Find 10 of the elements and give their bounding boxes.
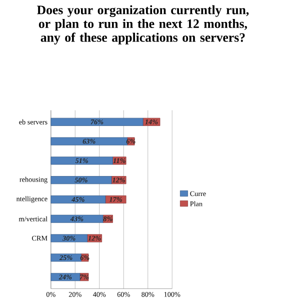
- bar: [50, 254, 82, 262]
- bar: [50, 118, 144, 126]
- bar: [50, 156, 113, 165]
- bar: [50, 273, 80, 282]
- bar: [50, 176, 112, 184]
- bar: [50, 234, 88, 242]
- bar: [50, 195, 106, 204]
- bar: [50, 214, 104, 223]
- bar: [50, 137, 128, 146]
- chart-title: Does your organization currently run, or plan to run in the next 12 months, any of these applications on servers?: [37, 5, 249, 44]
